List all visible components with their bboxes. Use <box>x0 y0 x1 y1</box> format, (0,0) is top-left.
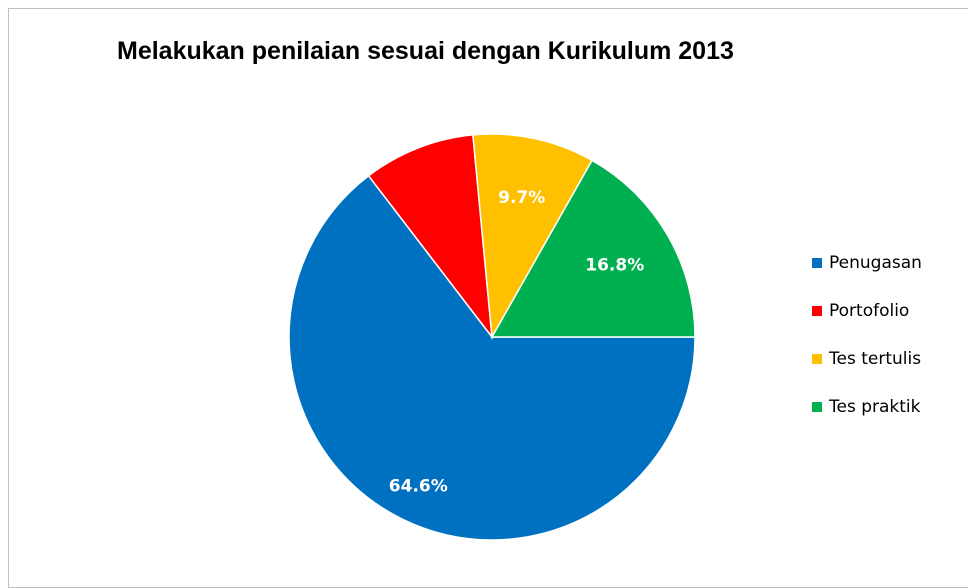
chart-title: Melakukan penilaian sesuai dengan Kuriku… <box>117 37 734 65</box>
chart: Melakukan penilaian sesuai dengan Kuriku… <box>8 8 968 588</box>
legend-swatch <box>812 306 822 316</box>
pie-slice <box>367 134 493 340</box>
legend-swatch <box>812 402 822 412</box>
plot: 64.6% 9.7% 16.8% Penugasan Portofolio Tes ter… <box>288 133 922 541</box>
legend-swatch <box>812 354 822 364</box>
data-label: 9.7% <box>498 188 545 208</box>
legend-label: Tes praktik <box>828 397 921 417</box>
pie-slice <box>490 159 696 338</box>
pie-slice <box>288 174 696 541</box>
legend-label: Portofolio <box>829 301 909 321</box>
pie-slice <box>472 133 594 340</box>
legend-label: Penugasan <box>829 253 922 273</box>
data-label: 16.8% <box>585 255 644 275</box>
legend-label: Tes tertulis <box>828 349 921 369</box>
legend-swatch <box>812 258 822 268</box>
data-label: 64.6% <box>389 476 448 496</box>
